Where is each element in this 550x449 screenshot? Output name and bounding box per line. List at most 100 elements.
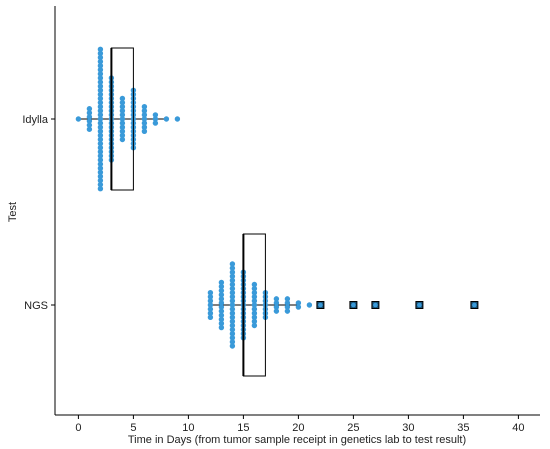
ngs-point xyxy=(207,314,214,320)
idylla-point xyxy=(97,165,104,171)
ngs-point xyxy=(229,322,236,329)
ngs-point xyxy=(273,296,280,302)
idylla-point xyxy=(119,120,126,126)
idylla-point xyxy=(119,136,126,143)
x-tick-label-5: 5 xyxy=(130,422,136,434)
idylla-point xyxy=(75,116,82,122)
x-tick-label-40: 40 xyxy=(512,422,524,434)
ngs-point xyxy=(229,298,236,304)
ngs-point xyxy=(229,339,236,345)
idylla-point xyxy=(97,54,104,61)
ngs-point xyxy=(229,318,236,325)
ngs-point xyxy=(273,300,280,306)
ngs-point xyxy=(207,302,214,308)
ngs-point xyxy=(207,298,214,304)
idylla-point xyxy=(141,120,148,126)
ngs-point xyxy=(251,285,258,292)
idylla-point xyxy=(141,112,148,118)
idylla-point xyxy=(97,50,104,57)
axes xyxy=(51,6,540,419)
idylla-point xyxy=(119,108,126,114)
ngs-outlier-point xyxy=(373,302,378,308)
ngs-point xyxy=(218,312,225,318)
ngs-point xyxy=(229,265,236,271)
ngs-point xyxy=(218,296,225,302)
ngs-point xyxy=(229,290,236,296)
ngs-point xyxy=(284,300,291,306)
idylla-point xyxy=(141,104,148,110)
idylla-point xyxy=(119,128,126,134)
ngs-point xyxy=(229,331,236,337)
ngs-point xyxy=(295,304,302,310)
ngs-point xyxy=(218,279,225,286)
idylla-point xyxy=(97,87,104,94)
ngs-point xyxy=(251,281,258,288)
ngs-point xyxy=(295,300,302,306)
idylla-point xyxy=(119,99,126,106)
ngs-point xyxy=(218,292,225,298)
x-tick-label-35: 35 xyxy=(457,422,469,434)
ngs-point xyxy=(251,310,258,316)
idylla-point xyxy=(141,108,148,114)
idylla-point xyxy=(119,112,126,118)
ngs-point xyxy=(284,304,291,310)
ngs-point xyxy=(273,308,280,314)
idylla-point xyxy=(119,124,126,130)
idylla-point xyxy=(97,112,104,118)
ngs-point xyxy=(229,314,236,320)
idylla-point xyxy=(97,83,104,89)
ngs-point xyxy=(218,283,225,290)
idylla-point xyxy=(119,132,126,139)
ngs-point xyxy=(229,281,236,288)
x-tick-label-0: 0 xyxy=(75,422,81,434)
idylla-point xyxy=(97,104,104,110)
ngs-point xyxy=(218,300,225,306)
ngs-point xyxy=(218,324,225,331)
ngs-point xyxy=(229,261,236,267)
idylla-point xyxy=(86,114,93,120)
idylla-point xyxy=(97,173,104,180)
ngs-point xyxy=(229,277,236,284)
ngs-point xyxy=(306,302,313,308)
idylla-point xyxy=(86,122,93,128)
ngs-point xyxy=(207,294,214,300)
ngs-point xyxy=(229,269,236,275)
idylla-point xyxy=(97,153,104,159)
ngs-point xyxy=(229,285,236,292)
idylla-point xyxy=(97,95,104,102)
ngs-point xyxy=(207,306,214,312)
ngs-point xyxy=(251,306,258,312)
ngs-point xyxy=(251,290,258,296)
ngs-point xyxy=(251,318,258,325)
idylla-point xyxy=(97,177,104,184)
ngs-point xyxy=(218,316,225,323)
ngs-point xyxy=(218,320,225,327)
ngs-point xyxy=(229,310,236,316)
ngs-point xyxy=(251,322,258,329)
idylla-point xyxy=(86,110,93,116)
ngs-point xyxy=(251,302,258,308)
ngs-point xyxy=(229,302,236,308)
idylla-point xyxy=(86,118,93,124)
idylla-point xyxy=(152,116,159,122)
x-tick-label-25: 25 xyxy=(347,422,359,434)
idylla-point xyxy=(97,46,104,52)
ngs-point xyxy=(229,294,236,300)
idylla-point xyxy=(174,116,181,122)
ngs-outlier-point xyxy=(351,302,356,308)
x-axis-title: Time in Days (from tumor sample receipt … xyxy=(128,434,466,446)
ngs-outlier-point xyxy=(318,302,323,308)
idylla-point xyxy=(163,116,170,122)
x-tick-label-20: 20 xyxy=(292,422,304,434)
ngs-point xyxy=(229,273,236,279)
idylla-point xyxy=(152,120,159,126)
ngs-point xyxy=(229,326,236,333)
x-tick-label-10: 10 xyxy=(182,422,194,434)
idylla-point xyxy=(97,108,104,114)
idylla-point xyxy=(141,128,148,134)
idylla-point xyxy=(97,124,104,130)
ngs-point xyxy=(218,304,225,310)
idylla-point xyxy=(152,112,159,118)
x-tick-label-30: 30 xyxy=(402,422,414,434)
idylla-point xyxy=(97,58,104,65)
